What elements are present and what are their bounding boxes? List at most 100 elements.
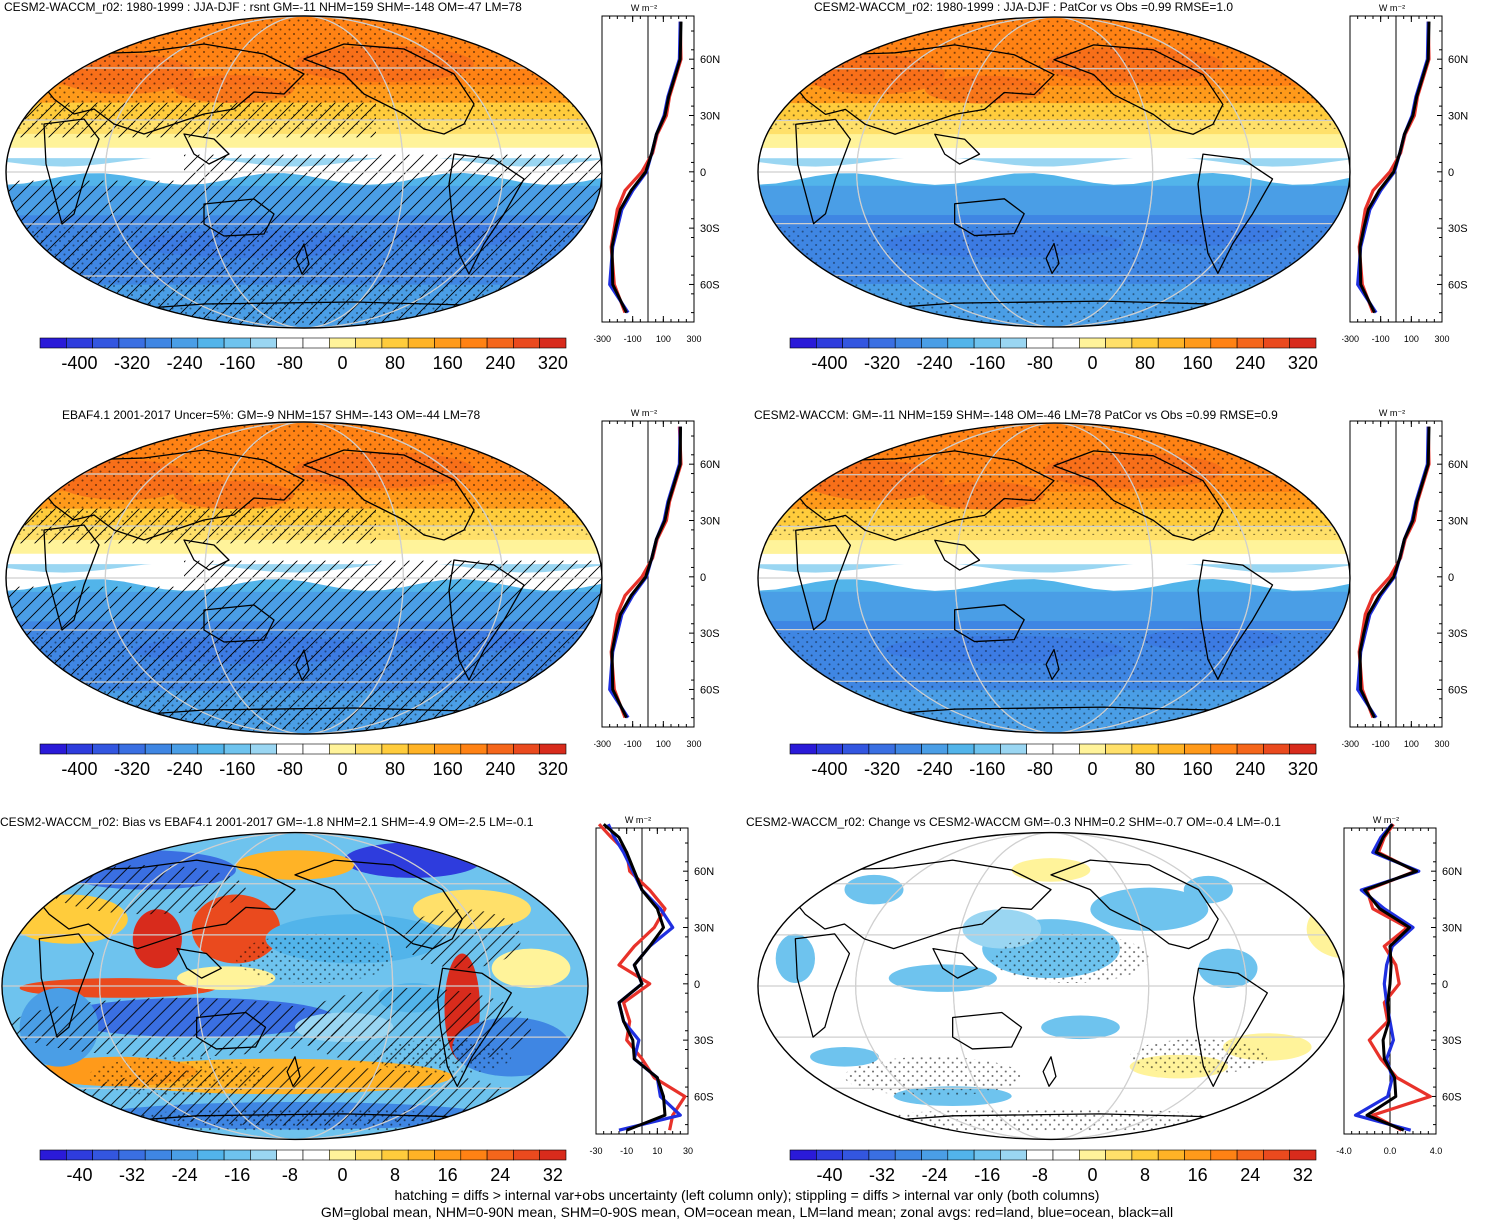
zonal-x-tick-label: 300 [1434, 334, 1449, 344]
colorbar-swatch [460, 743, 488, 755]
zonal-x-tick-label: -10 [620, 1146, 633, 1156]
zonal-unit-label: W m⁻² [1379, 408, 1405, 418]
colorbar-swatch [1236, 337, 1264, 349]
latitude-tick-label: 30S [700, 628, 720, 640]
colorbar-swatch [1000, 1149, 1027, 1161]
colorbar-swatch [1078, 1149, 1106, 1161]
latitude-tick-label: 60N [1442, 866, 1462, 878]
colorbar-label: -320 [114, 759, 150, 779]
colorbar-swatch [1157, 1149, 1185, 1161]
colorbar-label: -400 [811, 759, 847, 779]
panel-title-1: CESM2-WACCM_r02: 1980-1999 : JJA-DJF : r… [4, 0, 522, 14]
colorbar-label: -24 [922, 1165, 948, 1185]
colorbar-swatch [1052, 743, 1080, 755]
zonal-unit-label: W m⁻² [625, 815, 651, 825]
colorbar-swatch [328, 743, 356, 755]
colorbar-label: 8 [390, 1165, 400, 1185]
colorbar-swatch [789, 1149, 817, 1161]
colorbar-swatch [434, 1149, 462, 1161]
colorbar-swatch [1210, 743, 1238, 755]
colorbar-label: 320 [538, 353, 568, 373]
colorbar-swatch [1026, 337, 1054, 349]
colorbar-swatch [355, 1149, 383, 1161]
zonal-mean-plot-4: W m⁻² -300 -100 100 300 60N 30N 0 30S 60S [1342, 408, 1468, 749]
colorbar-swatch [407, 337, 435, 349]
colorbar-swatch [842, 743, 870, 755]
colorbar-swatch [223, 337, 251, 349]
zonal-x-tick-label: -300 [594, 334, 611, 344]
colorbar-swatch [1026, 743, 1054, 755]
zonal-unit-label: W m⁻² [631, 408, 657, 418]
map-panel-4 [757, 422, 1351, 734]
colorbar-swatch [276, 743, 304, 755]
colorbar-label: -400 [61, 759, 97, 779]
colorbar-swatch [1289, 1149, 1317, 1161]
latitude-tick-label: 60N [700, 459, 720, 471]
panel-title-5: CESM2-WACCM_r02: Bias vs EBAF4.1 2001-20… [0, 815, 534, 829]
colorbar-label: 24 [1240, 1165, 1260, 1185]
colorbar-swatch [868, 743, 896, 755]
colorbar-swatch [1026, 1149, 1054, 1161]
colorbar-label: -400 [61, 353, 97, 373]
colorbar-swatch [868, 337, 896, 349]
zonal-x-tick-label: 0.0 [1384, 1146, 1397, 1156]
panel-title-4: CESM2-WACCM: GM=-11 NHM=159 SHM=-148 OM=… [754, 408, 1278, 422]
zonal-x-tick-label: 300 [686, 739, 701, 749]
latitude-tick-label: 30S [1448, 223, 1468, 235]
colorbar-swatch [947, 1149, 975, 1161]
zonal-line-all [602, 823, 667, 1132]
colorbar-swatch [973, 1149, 1001, 1161]
colorbar-4: -400-320-240-160-80080160240320400 [789, 743, 1318, 779]
colorbar-swatch [815, 1149, 843, 1161]
colorbar-swatch [947, 743, 975, 755]
colorbar-swatch [842, 1149, 870, 1161]
latitude-tick-label: 30N [700, 515, 720, 527]
zonal-x-tick-label: 100 [656, 739, 671, 749]
zonal-x-tick-label: -100 [624, 739, 642, 749]
colorbar-label: -8 [1032, 1165, 1048, 1185]
colorbar-swatch [407, 743, 435, 755]
colorbar-swatch [894, 1149, 922, 1161]
colorbar-swatch [434, 743, 462, 755]
colorbar-swatch [460, 1149, 488, 1161]
colorbar-label: -24 [172, 1165, 198, 1185]
colorbar-2: -400-320-240-160-80080160240320400 [789, 337, 1318, 373]
latitude-tick-label: 0 [700, 167, 706, 179]
colorbar-swatch [381, 1149, 409, 1161]
colorbar-swatch [223, 743, 251, 755]
colorbar-swatch [789, 337, 817, 349]
zonal-x-tick-label: -30 [589, 1146, 602, 1156]
zonal-x-tick-label: -300 [1342, 334, 1359, 344]
zonal-x-tick-label: 100 [1404, 334, 1419, 344]
colorbar-swatch [65, 337, 93, 349]
colorbar-label: -16 [224, 1165, 250, 1185]
colorbar-label: 160 [433, 353, 463, 373]
map-panel-5 [1, 831, 589, 1141]
latitude-tick-label: 30N [1442, 922, 1462, 934]
colorbar-label: 0 [337, 353, 347, 373]
colorbar-swatch [1131, 337, 1159, 349]
zonal-x-tick-label: -100 [1372, 739, 1390, 749]
zonal-x-tick-label: 100 [656, 334, 671, 344]
zonal-x-tick-label: 30 [683, 1146, 693, 1156]
latitude-tick-label: 0 [700, 572, 706, 584]
zonal-mean-plot-2: W m⁻² -300 -100 100 300 60N 30N 0 30S 60S [1342, 3, 1468, 344]
colorbar-label: 240 [1235, 759, 1265, 779]
zonal-line-land [1365, 823, 1432, 1132]
latitude-tick-label: 30N [700, 110, 720, 122]
colorbar-swatch [815, 337, 843, 349]
colorbar-swatch [1078, 743, 1106, 755]
colorbar-swatch [868, 1149, 896, 1161]
zonal-line-all [1358, 21, 1431, 314]
colorbar-swatch [1184, 743, 1212, 755]
colorbar-label: -40 [66, 1165, 92, 1185]
zonal-x-tick-label: -4.0 [1336, 1146, 1352, 1156]
map-panel-6 [757, 831, 1345, 1141]
zonal-mean-plot-6: W m⁻² -4.0 0.0 4.0 60N 30N 0 30S 60S [1336, 815, 1462, 1156]
colorbar-swatch [92, 337, 120, 349]
colorbar-swatch [434, 337, 462, 349]
colorbar-swatch [1263, 743, 1290, 755]
colorbar-swatch [302, 1149, 330, 1161]
latitude-tick-label: 30S [1448, 628, 1468, 640]
latitude-tick-label: 0 [1448, 167, 1454, 179]
